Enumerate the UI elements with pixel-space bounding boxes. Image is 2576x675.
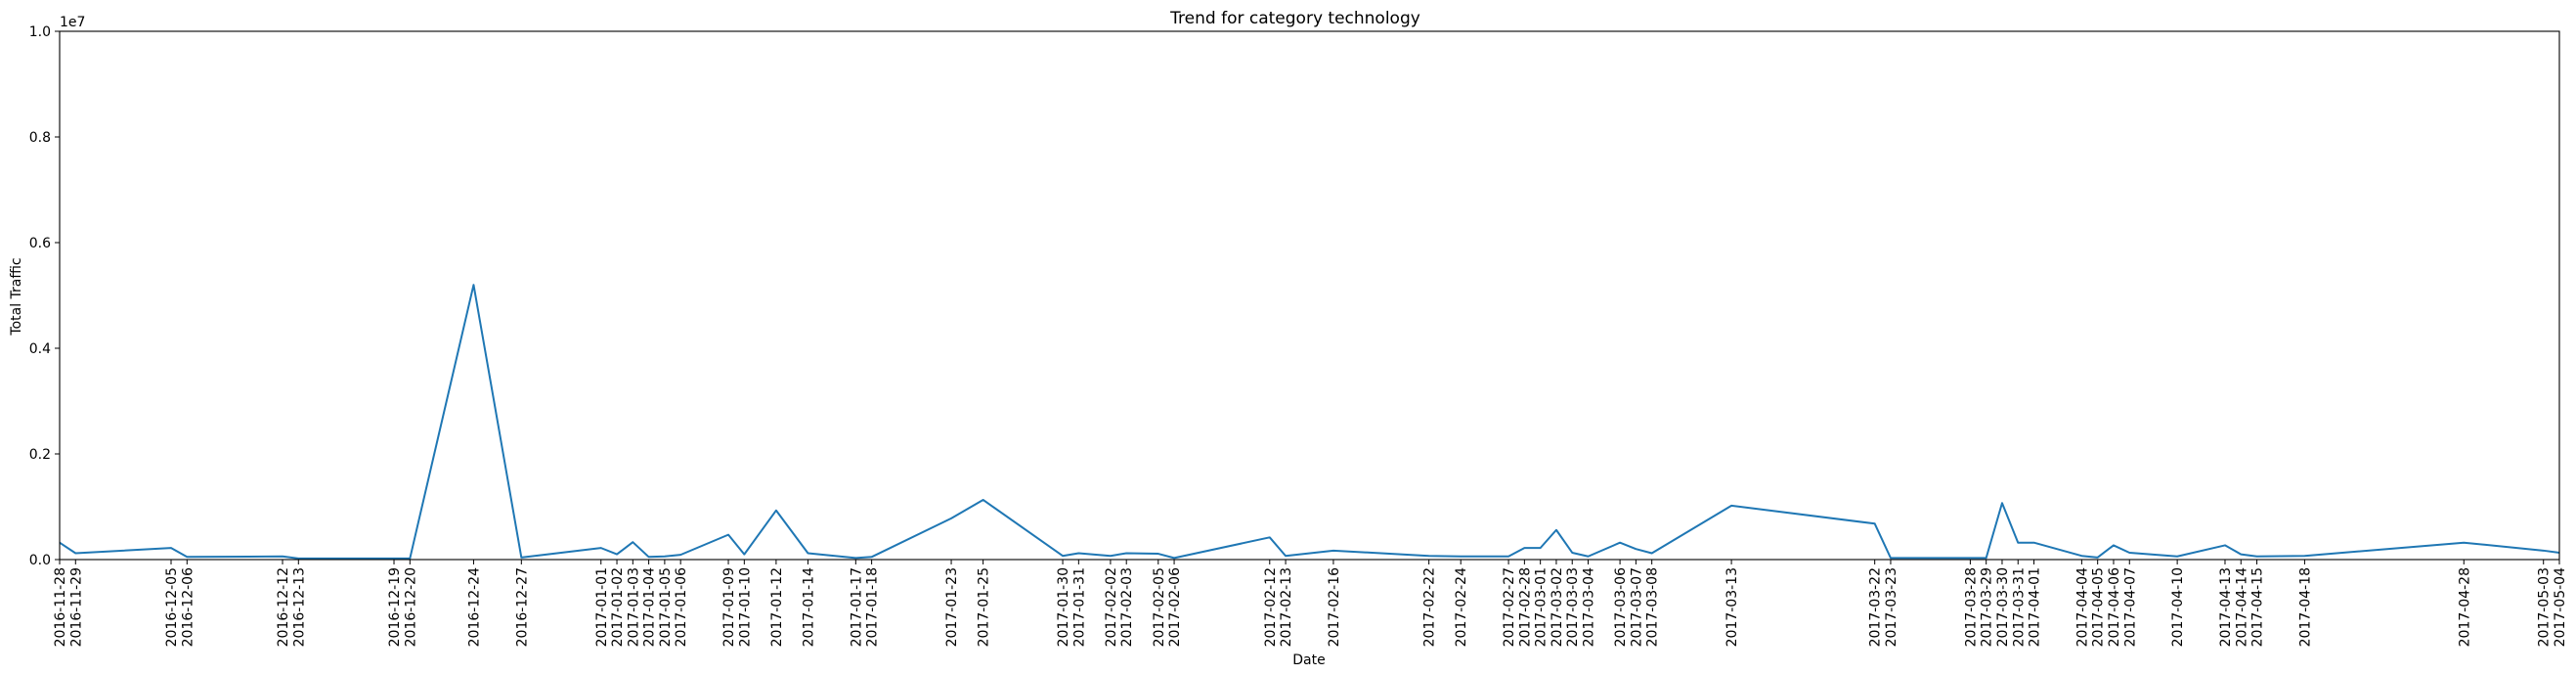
x-tick-label: 2016-12-12: [276, 567, 291, 647]
x-tick-label: 2017-02-05: [1152, 567, 1167, 647]
x-axis: 2016-11-28 2016-11-29 2016-12-05 2016-12-06…: [53, 560, 2568, 647]
x-tick-label: 2016-11-29: [68, 567, 84, 647]
y-axis-label: Total Traffic: [9, 257, 24, 336]
x-tick-label: 2017-04-18: [2297, 567, 2313, 647]
x-tick-label: 2017-01-03: [626, 567, 641, 647]
x-tick-label: 2016-12-24: [466, 567, 482, 647]
x-tick-label: 2016-12-06: [180, 567, 196, 647]
y-axis: 0.0 0.2 0.4 0.6 0.8 1.0: [29, 24, 60, 568]
x-tick-label: 2017-04-14: [2234, 567, 2249, 647]
x-tick-label: 2017-02-22: [1422, 567, 1438, 647]
x-tick-label: 2017-02-16: [1327, 567, 1342, 647]
plot-area: [59, 30, 2560, 561]
x-tick-label: 2017-03-07: [1629, 567, 1644, 647]
x-tick-label: 2017-01-12: [769, 567, 785, 647]
x-tick-label: 2017-04-06: [2107, 567, 2122, 647]
x-tick-label: 2017-01-23: [944, 567, 960, 647]
series-line: [59, 284, 2560, 560]
x-tick-label: 2017-03-03: [1565, 567, 1581, 647]
x-tick-label: 2017-01-31: [1071, 567, 1087, 647]
x-tick-label: 2017-02-06: [1167, 567, 1183, 647]
x-tick-label: 2017-03-13: [1725, 567, 1740, 647]
x-tick-label: 2017-03-29: [1980, 567, 1995, 647]
y-tick-label: 1.0: [29, 24, 51, 40]
x-tick-label: 2017-01-25: [977, 567, 992, 647]
x-tick-label: 2017-01-01: [594, 567, 610, 647]
y-tick-label: 0.4: [29, 341, 51, 357]
x-tick-label: 2017-03-31: [2011, 567, 2027, 647]
x-tick-label: 2017-01-05: [658, 567, 674, 647]
x-tick-label: 2017-03-06: [1613, 567, 1629, 647]
x-tick-label: 2017-04-13: [2218, 567, 2234, 647]
x-tick-label: 2017-02-12: [1263, 567, 1279, 647]
x-tick-label: 2017-02-03: [1119, 567, 1135, 647]
y-tick-label: 0.6: [29, 236, 51, 251]
x-tick-label: 2016-12-05: [164, 567, 180, 647]
x-tick-label: 2017-01-10: [737, 567, 753, 647]
x-tick-label: 2017-05-04: [2553, 567, 2568, 647]
x-tick-label: 2017-01-30: [1056, 567, 1071, 647]
x-tick-label: 2017-01-09: [721, 567, 737, 647]
x-tick-label: 2016-12-13: [291, 567, 307, 647]
x-tick-label: 2017-01-18: [865, 567, 881, 647]
x-tick-label: 2017-04-01: [2028, 567, 2043, 647]
x-axis-label: Date: [1292, 652, 1325, 668]
x-tick-label: 2016-12-27: [514, 567, 530, 647]
x-tick-label: 2017-04-15: [2250, 567, 2266, 647]
x-tick-label: 2017-03-01: [1534, 567, 1550, 647]
x-tick-label: 2017-01-04: [642, 567, 658, 647]
x-tick-label: 2016-12-20: [403, 567, 418, 647]
x-tick-label: 2017-02-13: [1279, 567, 1294, 647]
y-tick-label: 0.8: [29, 130, 51, 146]
x-tick-label: 2016-11-28: [53, 567, 68, 647]
x-tick-label: 2017-02-24: [1454, 567, 1469, 647]
x-tick-label: 2017-03-02: [1550, 567, 1565, 647]
x-tick-label: 2017-03-04: [1582, 567, 1597, 647]
x-tick-label: 2017-01-06: [674, 567, 689, 647]
x-tick-label: 2016-12-19: [387, 567, 403, 647]
x-tick-label: 2017-03-08: [1645, 567, 1661, 647]
x-tick-label: 2017-04-07: [2122, 567, 2138, 647]
x-tick-label: 2017-03-30: [1995, 567, 2011, 647]
x-tick-label: 2017-02-02: [1104, 567, 1119, 647]
x-tick-label: 2017-01-02: [610, 567, 626, 647]
y-tick-label: 0.2: [29, 447, 51, 463]
plot-frame: [59, 30, 2560, 561]
x-tick-label: 2017-04-04: [2074, 567, 2090, 647]
x-tick-label: 2017-03-22: [1868, 567, 1884, 647]
x-tick-label: 2017-04-05: [2091, 567, 2107, 647]
y-tick-label: 0.0: [29, 553, 51, 568]
chart-title: Trend for category technology: [1169, 9, 1420, 28]
x-tick-label: 2017-01-17: [849, 567, 864, 647]
y-axis-scale-label: 1e7: [60, 15, 85, 30]
x-tick-label: 2017-02-28: [1517, 567, 1533, 647]
x-tick-label: 2017-04-10: [2170, 567, 2186, 647]
x-tick-label: 2017-03-23: [1884, 567, 1899, 647]
x-tick-label: 2017-01-14: [801, 567, 816, 647]
x-tick-label: 2017-02-27: [1502, 567, 1517, 647]
x-tick-label: 2017-04-28: [2457, 567, 2472, 647]
x-tick-label: 2017-03-28: [1963, 567, 1979, 647]
x-tick-label: 2017-05-03: [2537, 567, 2553, 647]
